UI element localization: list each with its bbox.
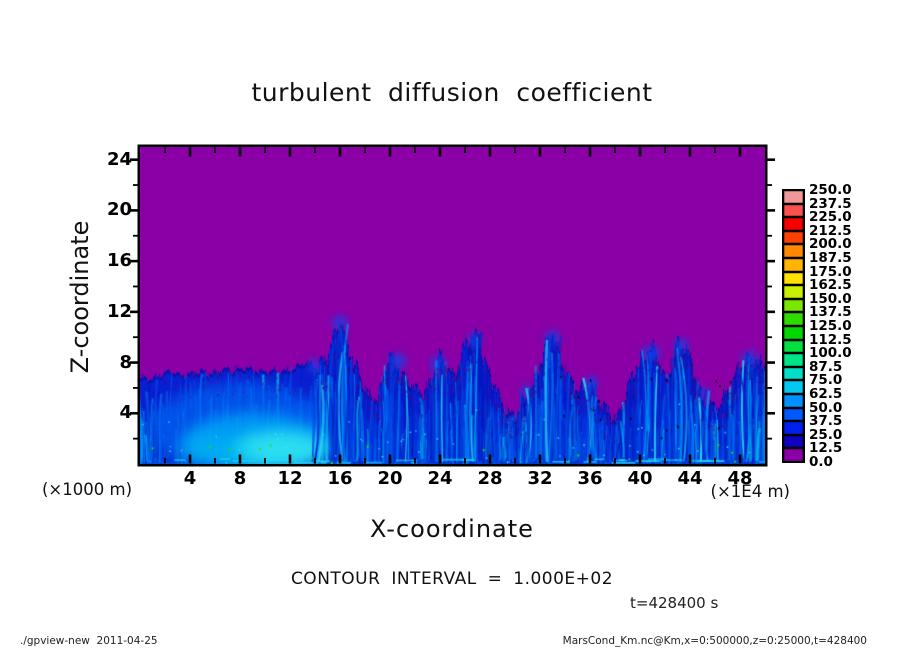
colorbar-segment (783, 190, 804, 204)
colorbar-tick-label: 50.0 (809, 399, 843, 416)
colorbar-segment (783, 380, 804, 394)
colorbar-segment (783, 312, 804, 326)
colorbar-segment (783, 271, 804, 286)
x-tick-label: 28 (477, 468, 503, 489)
colorbar-segment (783, 353, 804, 367)
y-axis-unit: (×1000 m) (42, 480, 133, 499)
colorbar-tick-label: 37.5 (809, 413, 843, 430)
colorbar-segment (783, 257, 804, 272)
colorbar (782, 189, 805, 463)
colorbar-tick-label: 87.5 (809, 358, 843, 375)
x-tick-label: 32 (527, 468, 553, 489)
x-axis-unit: (×1E4 m) (710, 482, 790, 501)
colorbar-tick-label: 212.5 (809, 222, 852, 239)
y-tick-label: 8 (119, 351, 132, 373)
colorbar-tick-label: 175.0 (809, 263, 852, 280)
colorbar-tick-label: 237.5 (809, 195, 852, 212)
colorbar-segment (783, 393, 804, 408)
colorbar-segment (783, 434, 804, 449)
colorbar-tick-label: 75.0 (809, 372, 843, 389)
colorbar-tick-label: 12.5 (809, 440, 843, 457)
x-tick-label: 44 (677, 468, 703, 489)
x-tick-label: 40 (627, 468, 653, 489)
colorbar-tick-label: 112.5 (809, 331, 852, 348)
colorbar-segment (783, 407, 804, 422)
x-tick-label: 36 (577, 468, 603, 489)
time-label: t=428400 s (630, 594, 719, 612)
footer-command-line: ./gpview-new 2011-04-25 (20, 635, 158, 647)
colorbar-segment (783, 339, 804, 354)
colorbar-tick-label: 187.5 (809, 250, 852, 266)
x-tick-label: 20 (377, 468, 403, 489)
y-tick-label: 16 (106, 250, 132, 272)
x-tick-label: 16 (327, 468, 353, 489)
y-tick-label: 24 (106, 148, 132, 170)
colorbar-segment (783, 421, 804, 435)
y-axis-title: Z-coordinate (66, 220, 94, 374)
colorbar-tick-label: 137.5 (809, 304, 852, 321)
y-tick-label: 4 (119, 402, 132, 424)
x-tick-label: 48 (727, 468, 753, 489)
colorbar-tick-label: 25.0 (809, 426, 843, 443)
colorbar-tick-label: 150.0 (809, 290, 852, 307)
colorbar-tick-label: 225.0 (809, 209, 852, 226)
colorbar-segment (783, 366, 804, 381)
chart-title: turbulent diffusion coefficient (251, 78, 653, 107)
x-tick-label: 12 (277, 468, 303, 489)
colorbar-tick-label: 250.0 (809, 182, 852, 198)
colorbar-tick-label: 62.5 (809, 386, 843, 402)
y-tick-label: 12 (106, 300, 132, 322)
colorbar-segment (783, 298, 804, 313)
x-tick-label: 4 (183, 468, 197, 489)
x-axis-title: X-coordinate (370, 515, 534, 543)
colorbar-tick-label: 100.0 (809, 345, 852, 362)
colorbar-segment (783, 285, 804, 299)
x-tick-label: 24 (427, 468, 453, 489)
colorbar-tick-label: 0.0 (809, 454, 833, 470)
colorbar-segment (783, 203, 804, 218)
x-tick-label: 8 (233, 468, 247, 489)
colorbar-segment (783, 325, 804, 340)
footer-dataset-info: MarsCond_Km.nc@Km,x=0:500000,z=0:25000,t… (562, 635, 867, 647)
colorbar-tick-label: 200.0 (809, 236, 852, 253)
y-tick-label: 20 (106, 199, 132, 221)
contour-interval-note: CONTOUR INTERVAL = 1.000E+02 (290, 569, 614, 589)
colorbar-tick-label: 162.5 (809, 277, 852, 294)
colorbar-tick-label: 125.0 (809, 318, 852, 334)
colorbar-segment (783, 230, 804, 245)
contour-field-canvas (140, 147, 765, 464)
colorbar-segment (783, 217, 804, 231)
colorbar-segment (783, 448, 804, 462)
colorbar-segment (783, 244, 804, 258)
